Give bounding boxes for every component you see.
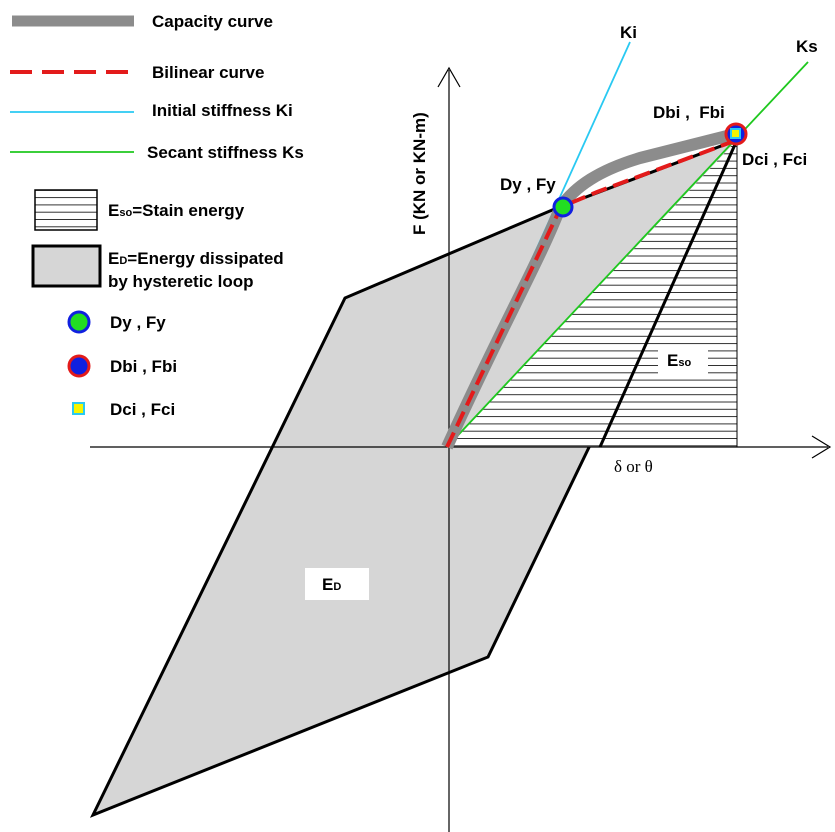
legend-bilinear-marker — [67, 354, 91, 378]
legend-bilinear-point-label: Dbi , Fbi — [110, 357, 177, 376]
legend-capacity-point-label: Dci , Fci — [110, 400, 175, 419]
legend-dissipated-label: ED=Energy dissipated — [108, 249, 284, 268]
ed-label-box — [305, 568, 369, 600]
bilinear-curve — [445, 138, 738, 448]
ki-label: Ki — [620, 23, 637, 42]
legend-bilinear-label: Bilinear curve — [152, 63, 264, 82]
yield-point-marker — [552, 196, 574, 218]
ks-label: Ks — [796, 37, 818, 56]
legend-yield-marker — [67, 310, 91, 334]
legend-secant-label: Secant stiffness Ks — [147, 143, 304, 162]
bilinear-point-label: Dbi , Fbi — [653, 103, 725, 122]
legend-initial-label: Initial stiffness Ki — [152, 101, 293, 120]
legend-yield-label: Dy , Fy — [110, 313, 166, 332]
y-axis-label: F (KN or KN-m) — [410, 112, 429, 235]
unloading-branch — [598, 139, 739, 448]
legend-capacity-marker — [72, 402, 85, 415]
y-axis-arrow — [437, 66, 461, 88]
legend-strain-swatch — [34, 189, 98, 231]
capacity-point-marker — [730, 128, 741, 139]
capacity-point-label: Dci , Fci — [742, 150, 807, 169]
legend-capacity-label: Capacity curve — [152, 12, 273, 31]
legend: Capacity curve Bilinear curve Initial st… — [10, 12, 304, 419]
secant-stiffness-line — [446, 61, 809, 448]
legend-dissipated-swatch — [31, 244, 102, 288]
ed-label: ED — [322, 575, 341, 594]
eso-label: Eso — [667, 351, 691, 370]
x-axis-label: δ or θ — [614, 457, 653, 476]
legend-strain-label: Eso=Stain energy — [108, 201, 245, 220]
yield-point-label: Dy , Fy — [500, 175, 556, 194]
x-axis-arrow — [811, 435, 832, 459]
eso-label-box — [658, 346, 708, 374]
legend-dissipated-label-2: by hysteretic loop — [108, 272, 253, 291]
